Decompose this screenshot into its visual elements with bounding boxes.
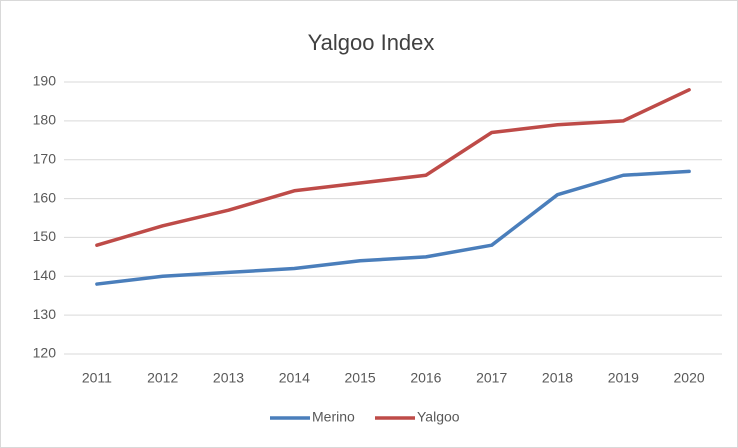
y-tick-label: 190 [33,73,57,89]
x-tick-label: 2012 [147,370,178,386]
y-tick-label: 180 [33,112,57,128]
x-tick-label: 2014 [279,370,310,386]
y-tick-label: 170 [33,150,57,166]
x-tick-label: 2019 [608,370,639,386]
x-tick-label: 2011 [82,370,112,386]
chart-title: Yalgoo Index [308,30,435,55]
y-tick-label: 150 [33,228,57,244]
x-tick-label: 2015 [345,370,376,386]
y-tick-label: 160 [33,189,57,205]
y-tick-label: 130 [33,306,57,322]
x-tick-label: 2017 [476,370,507,386]
x-tick-label: 2013 [213,370,244,386]
legend-label: Merino [312,409,355,425]
y-tick-label: 140 [33,267,57,283]
legend-label: Yalgoo [417,409,460,425]
y-tick-label: 120 [33,345,57,361]
series-line [95,88,691,247]
x-tick-label: 2018 [542,370,573,386]
x-tick-label: 2016 [410,370,441,386]
x-tick-label: 2020 [674,370,705,386]
series-line [95,169,691,286]
